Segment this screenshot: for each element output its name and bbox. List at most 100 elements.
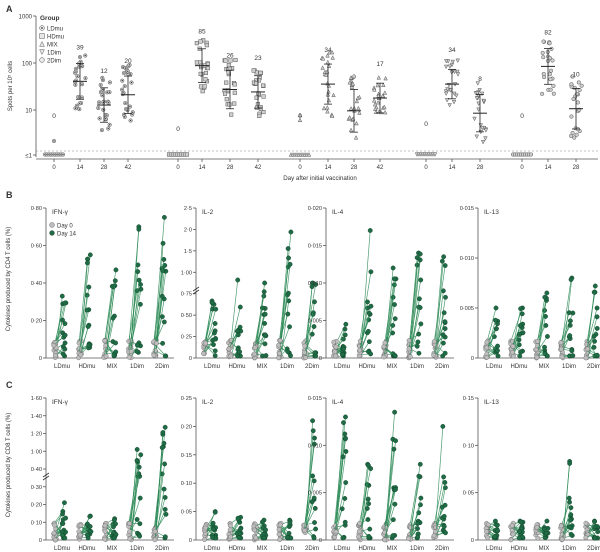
day14-point <box>342 431 348 437</box>
day14-point <box>566 524 572 530</box>
data-point <box>348 106 354 111</box>
day0-point <box>252 345 258 351</box>
y-tick-label: 2·5 <box>184 206 192 212</box>
paired-line <box>487 328 497 349</box>
day14-point <box>235 328 241 334</box>
day14-point <box>441 254 447 260</box>
paired-line <box>255 323 265 347</box>
day14-point <box>592 283 598 289</box>
data-point <box>348 127 354 133</box>
x-tick-label: LDmu <box>204 546 220 552</box>
data-point <box>371 98 377 103</box>
data-point <box>432 152 438 157</box>
data-point <box>120 92 125 97</box>
day14-point <box>442 350 448 356</box>
day14-point <box>367 526 373 532</box>
data-point <box>107 90 112 95</box>
paired-line <box>78 310 88 354</box>
day14-point <box>543 323 549 328</box>
day14-point <box>134 342 140 348</box>
day14-point <box>284 534 290 540</box>
paired-line <box>433 476 444 526</box>
day14-point <box>567 499 572 505</box>
y-tick-label: 1·40 <box>31 414 42 420</box>
panel-a-y-tick-label: ≤1 <box>25 154 32 160</box>
day14-point <box>310 428 316 434</box>
day14-point <box>544 290 550 296</box>
day14-point <box>567 333 573 338</box>
data-point <box>198 84 204 89</box>
data-point <box>261 83 266 88</box>
data-point <box>476 101 481 107</box>
day14-point <box>367 228 373 233</box>
day14-point <box>493 305 499 311</box>
day0-point <box>128 348 134 354</box>
median-value-label: 82 <box>544 29 552 36</box>
data-point <box>83 53 88 58</box>
day14-point <box>311 535 317 541</box>
day14-point <box>417 251 423 257</box>
day14-point <box>85 256 90 262</box>
data-point <box>330 55 335 60</box>
day14-point <box>592 338 597 344</box>
day14-point <box>286 298 292 304</box>
panel-a-x-tick-label: 14 <box>199 165 206 171</box>
paired-line <box>384 449 395 533</box>
y-tick-label: 0·10 <box>31 520 42 526</box>
day14-point <box>212 509 218 515</box>
x-tick-label: MIX <box>107 364 118 370</box>
data-point <box>326 97 332 103</box>
median-value-label: 0 <box>298 113 302 120</box>
data-point <box>455 58 460 64</box>
day14-point <box>136 277 142 283</box>
day14-point <box>135 262 141 268</box>
data-point <box>444 98 450 103</box>
day14-point <box>162 507 168 512</box>
data-point <box>124 107 129 112</box>
data-point <box>570 74 575 79</box>
day0-point <box>103 343 109 348</box>
day14-point <box>343 414 348 420</box>
day14-point <box>442 326 448 331</box>
day14-point <box>365 496 371 502</box>
day0-point <box>485 522 491 528</box>
day0-point <box>534 354 540 360</box>
paired-line <box>335 456 344 532</box>
x-tick-label: 2Dim <box>155 546 169 552</box>
paired-line <box>435 507 443 532</box>
day14-point <box>544 518 550 524</box>
day0-point <box>153 340 159 346</box>
data-point <box>306 152 312 157</box>
day0-point <box>408 525 414 530</box>
day14-point <box>134 349 140 354</box>
day14-point <box>542 526 547 532</box>
x-tick-label: MIX <box>387 546 398 552</box>
data-point <box>232 90 237 95</box>
data-point <box>205 61 210 66</box>
panel-a-x-tick-label: 42 <box>377 165 384 171</box>
paired-line <box>359 313 370 351</box>
paired-line <box>280 300 290 357</box>
data-point <box>547 41 552 46</box>
day0-point <box>102 523 108 529</box>
legend-marker-ldmu <box>39 25 45 31</box>
legend-label-2dim: 2Dim <box>47 58 61 64</box>
day0-point <box>534 524 540 530</box>
day14-point <box>591 344 597 350</box>
day0-point <box>431 339 437 344</box>
day14-point <box>368 269 374 275</box>
day14-point <box>592 535 598 541</box>
panel-a-x-tick-label: 28 <box>227 165 234 171</box>
paired-line <box>154 514 167 532</box>
panel-a-x-tick-label: 14 <box>77 165 84 171</box>
paired-line <box>128 289 142 358</box>
day14-point <box>212 353 218 359</box>
paired-line <box>360 498 369 531</box>
median-value-label: 39 <box>76 44 84 51</box>
day14-point <box>134 447 140 452</box>
day14-point <box>341 346 346 352</box>
day14-point <box>113 521 118 527</box>
day14-point <box>542 294 548 300</box>
day14-point <box>368 466 374 471</box>
median-value-label: 20 <box>124 58 132 65</box>
